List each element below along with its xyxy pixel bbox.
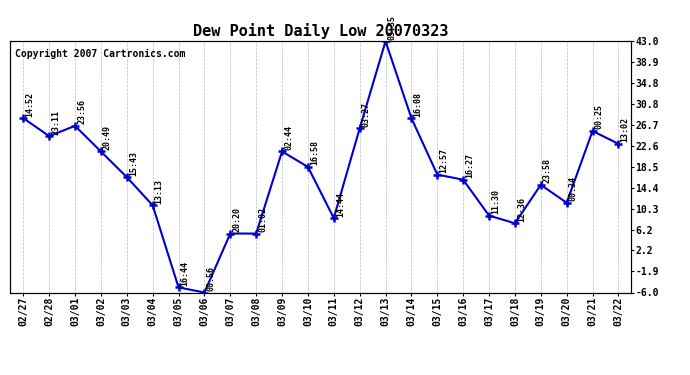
Text: 16:44: 16:44 [181, 261, 190, 286]
Title: Dew Point Daily Low 20070323: Dew Point Daily Low 20070323 [193, 23, 448, 39]
Text: 00:25: 00:25 [595, 105, 604, 129]
Text: 16:08: 16:08 [413, 92, 422, 117]
Text: 03:35: 03:35 [388, 15, 397, 40]
Text: 16:27: 16:27 [465, 153, 474, 178]
Text: 12:57: 12:57 [440, 148, 449, 173]
Text: 23:56: 23:56 [77, 99, 86, 124]
Text: 20:49: 20:49 [103, 125, 112, 150]
Text: 13:13: 13:13 [155, 179, 164, 204]
Text: 20:20: 20:20 [233, 207, 241, 232]
Text: 13:02: 13:02 [620, 117, 629, 142]
Text: 03:27: 03:27 [362, 102, 371, 127]
Text: Copyright 2007 Cartronics.com: Copyright 2007 Cartronics.com [15, 49, 186, 59]
Text: 00:34: 00:34 [569, 176, 578, 201]
Text: 23:11: 23:11 [51, 110, 60, 135]
Text: 00:56: 00:56 [206, 266, 215, 291]
Text: 23:58: 23:58 [543, 158, 552, 183]
Text: 12:36: 12:36 [517, 197, 526, 222]
Text: 16:58: 16:58 [310, 140, 319, 165]
Text: 02:44: 02:44 [284, 125, 293, 150]
Text: 01:02: 01:02 [258, 207, 267, 232]
Text: 15:43: 15:43 [129, 151, 138, 176]
Text: 14:44: 14:44 [336, 192, 345, 217]
Text: 11:30: 11:30 [491, 189, 500, 214]
Text: 14:52: 14:52 [26, 92, 34, 117]
